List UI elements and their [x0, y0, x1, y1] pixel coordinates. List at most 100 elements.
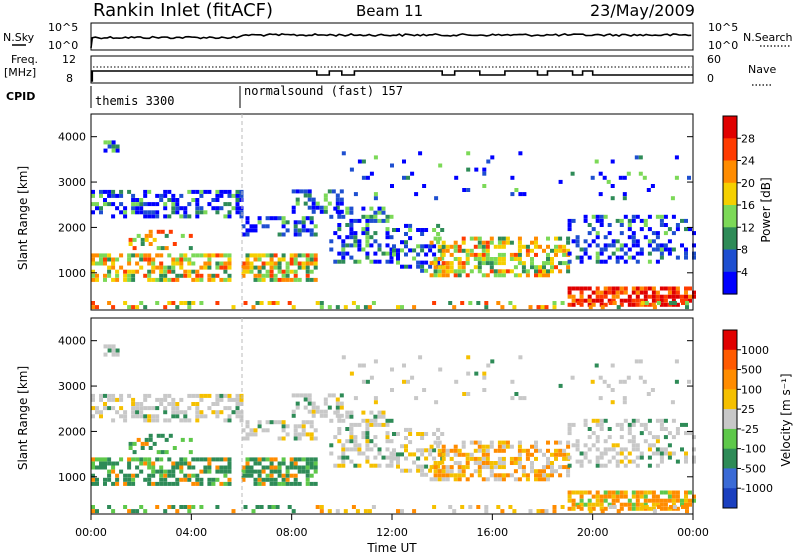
- velocity-cell: [420, 448, 425, 453]
- power-cell: [319, 205, 324, 210]
- power-cell: [329, 247, 334, 252]
- power-cell: [575, 286, 580, 291]
- power-cell: [128, 237, 133, 242]
- velocity-cell: [453, 448, 458, 453]
- velocity-cell: [635, 498, 640, 503]
- colorbar-swatch: [723, 389, 737, 410]
- velocity-cell: [231, 410, 236, 415]
- power-cell: [377, 210, 382, 215]
- velocity-cell: [207, 481, 212, 486]
- velocity-cell: [339, 393, 344, 398]
- power-cell: [583, 247, 588, 252]
- power-cell: [335, 193, 340, 198]
- power-panel-frame: [90, 113, 694, 311]
- velocity-cell: [558, 473, 563, 478]
- velocity-cell: [595, 490, 600, 495]
- velocity-cell: [175, 414, 180, 419]
- power-cell: [123, 206, 128, 211]
- velocity-cell: [143, 414, 148, 419]
- power-cell: [291, 205, 296, 210]
- power-cell: [147, 189, 152, 194]
- velocity-cell: [231, 509, 236, 514]
- power-cell: [345, 206, 350, 211]
- power-cell: [643, 286, 648, 291]
- colorbar-tick-label: -25: [741, 423, 759, 436]
- velocity-cell: [667, 443, 672, 448]
- power-cell: [339, 189, 344, 194]
- velocity-cell: [385, 431, 390, 436]
- velocity-colorbar-label: Velocity [m s⁻¹]: [779, 373, 793, 466]
- velocity-cell: [373, 359, 378, 364]
- power-cell: [595, 231, 600, 236]
- velocity-cell: [269, 477, 274, 482]
- velocity-cell: [433, 465, 438, 470]
- colorbar-swatch: [723, 330, 737, 351]
- power-cell: [235, 206, 240, 211]
- power-cell: [353, 235, 358, 240]
- power-cell: [307, 189, 312, 194]
- velocity-cell: [323, 409, 328, 414]
- power-cell: [111, 144, 116, 149]
- velocity-cell: [313, 469, 318, 474]
- velocity-cell: [115, 410, 120, 415]
- power-cell: [513, 257, 518, 261]
- velocity-cell: [509, 473, 514, 478]
- power-cell: [151, 269, 156, 274]
- power-cell: [345, 235, 350, 240]
- velocity-cell: [191, 457, 196, 462]
- power-cell: [219, 265, 224, 270]
- power-cell: [367, 305, 372, 310]
- power-cell: [587, 294, 592, 299]
- velocity-cell: [291, 409, 296, 414]
- power-cell: [607, 243, 612, 248]
- power-cell: [489, 265, 494, 270]
- power-cell: [269, 216, 274, 221]
- power-cell: [420, 232, 425, 236]
- velocity-cell: [227, 457, 232, 462]
- velocity-cell: [457, 448, 462, 453]
- power-cell: [410, 171, 415, 176]
- velocity-cell: [400, 444, 404, 449]
- velocity-cell: [175, 410, 180, 415]
- velocity-cell: [501, 473, 506, 478]
- power-cell: [567, 251, 572, 256]
- velocity-cell: [681, 505, 685, 509]
- velocity-cell: [468, 505, 473, 509]
- power-cell: [187, 257, 192, 262]
- power-cell: [175, 305, 180, 310]
- power-cell: [227, 210, 232, 215]
- power-cell: [477, 269, 482, 274]
- power-cell: [281, 220, 286, 225]
- power-cell: [663, 294, 668, 299]
- power-cell: [655, 259, 660, 264]
- velocity-cell: [147, 477, 152, 482]
- velocity-cell: [239, 418, 244, 423]
- power-cell: [562, 248, 567, 253]
- power-cell: [570, 171, 575, 176]
- velocity-cell: [131, 406, 136, 411]
- velocity-cell: [167, 481, 172, 486]
- power-cell: [675, 290, 680, 295]
- power-cell: [293, 220, 298, 225]
- velocity-cell: [335, 397, 340, 402]
- velocity-cell: [357, 451, 362, 456]
- power-cell: [231, 305, 236, 310]
- power-cell: [131, 202, 136, 207]
- velocity-cell: [163, 410, 168, 415]
- power-cell: [337, 235, 342, 240]
- power-cell: [501, 261, 506, 266]
- velocity-cell: [291, 509, 296, 514]
- velocity-cell: [143, 461, 148, 466]
- power-cell: [265, 216, 270, 221]
- power-cell: [639, 218, 644, 223]
- power-cell: [269, 265, 274, 270]
- velocity-cell: [603, 447, 608, 452]
- velocity-cell: [603, 490, 608, 495]
- velocity-cell: [675, 427, 680, 431]
- power-cell: [339, 209, 344, 214]
- power-cell: [107, 301, 112, 305]
- velocity-cell: [607, 494, 612, 499]
- power-cell: [261, 261, 266, 266]
- power-cell: [611, 251, 616, 256]
